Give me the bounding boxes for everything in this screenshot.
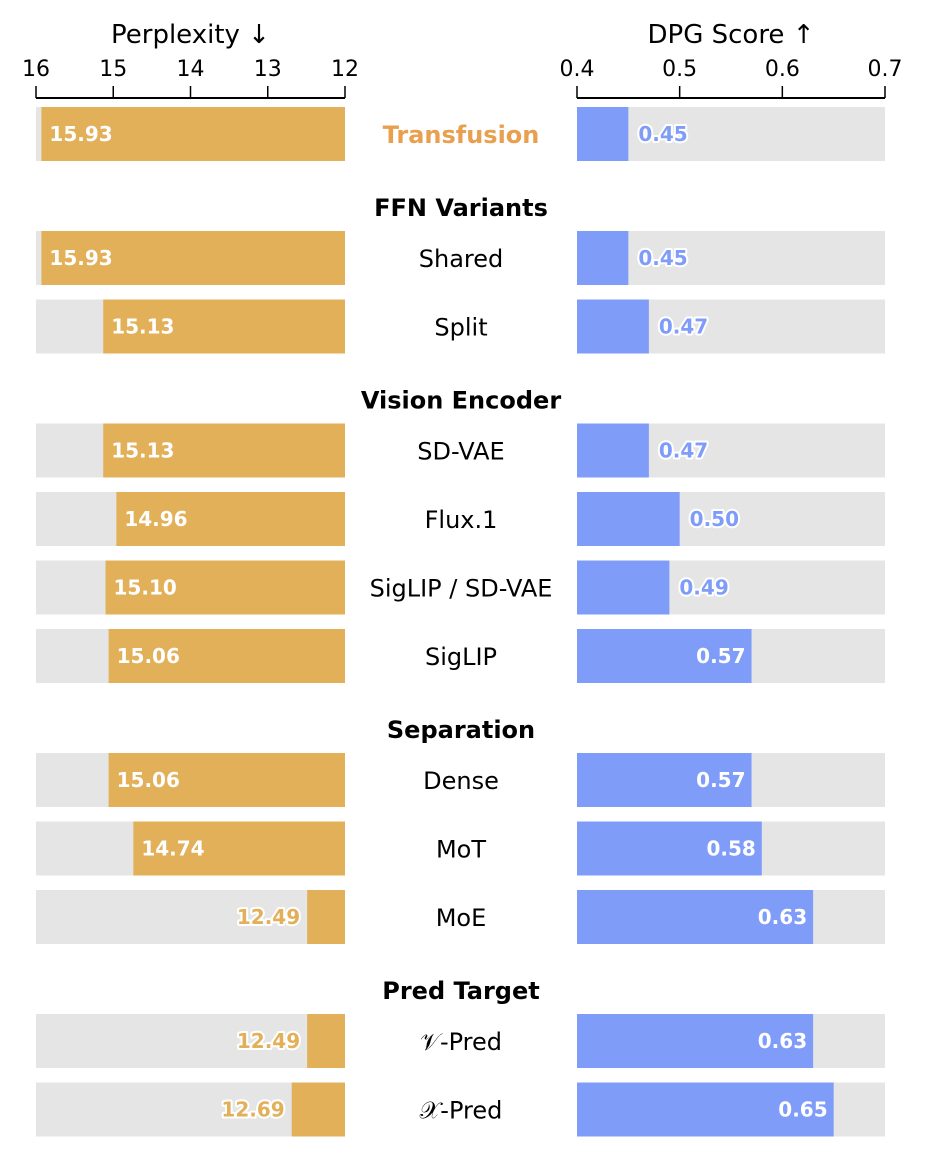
group-header: Vision Encoder [361,387,561,415]
dpg-value: 0.63 [758,905,807,929]
left-tick-label: 15 [99,57,127,82]
dpg-bar [577,821,762,876]
left-tick-label: 13 [254,57,282,82]
perplexity-bar [291,1082,345,1137]
row-label: Flux.1 [425,506,498,534]
perplexity-bar [103,423,346,478]
perplexity-bar [116,492,345,546]
perplexity-value: 12.49 [237,1029,300,1053]
group-header: Separation [387,716,535,744]
right-tick-label: 0.4 [560,57,595,82]
left-axis-title: Perplexity ↓ [111,20,270,50]
perplexity-bar [41,107,345,161]
dpg-value: 0.57 [696,768,745,792]
row-label: SigLIP / SD-VAE [370,575,553,603]
perplexity-value: 15.06 [117,644,180,668]
perplexity-bar [307,890,345,944]
dpg-value: 0.45 [638,246,687,270]
group-header: Pred Target [382,977,539,1005]
dpg-value: 0.49 [679,576,728,600]
perplexity-bar [108,629,346,683]
dpg-value: 0.63 [758,1029,807,1053]
perplexity-value: 14.74 [141,837,204,861]
dpg-value: 0.47 [659,439,708,463]
perplexity-bar [41,231,345,285]
dpg-bar [577,231,629,285]
perplexity-value: 15.10 [114,576,177,600]
perplexity-value: 15.93 [49,122,112,146]
dpg-value: 0.57 [696,644,745,668]
row-label: 𝒳-Pred [420,1097,503,1125]
dpg-value: 0.65 [778,1098,827,1122]
perplexity-bar-bg [36,1014,345,1068]
dpg-value: 0.50 [690,507,739,531]
row-label: Shared [419,245,504,273]
dpg-value: 0.58 [706,837,755,861]
row-label: MoE [436,904,487,932]
left-tick-label: 14 [177,57,205,82]
perplexity-bar [105,560,346,615]
dpg-bar [577,629,752,683]
right-tick-label: 0.7 [868,57,903,82]
group-header: FFN Variants [374,194,548,222]
perplexity-bar [307,1014,345,1068]
dpg-bar [577,492,680,546]
row-label: MoT [436,836,486,864]
perplexity-value: 14.96 [124,507,187,531]
dpg-bar [577,1014,814,1068]
perplexity-value: 12.69 [221,1098,284,1122]
dpg-bar [577,560,670,615]
perplexity-value: 15.13 [111,315,174,339]
dpg-bar [577,423,649,478]
left-tick-label: 12 [331,57,359,82]
dpg-bar [577,753,752,807]
row-label: Split [434,314,487,342]
perplexity-bar [133,821,345,876]
dpg-value: 0.47 [659,315,708,339]
perplexity-bar [108,753,346,807]
row-label: 𝒱-Pred [420,1028,502,1056]
perplexity-value: 12.49 [237,905,300,929]
dpg-bar [577,299,649,354]
left-tick-label: 16 [22,57,50,82]
perplexity-value: 15.93 [49,246,112,270]
dpg-bar [577,1082,834,1137]
row-label: SigLIP [425,643,497,671]
perplexity-value: 15.13 [111,439,174,463]
perplexity-value: 15.06 [117,768,180,792]
row-label: SD-VAE [417,438,504,466]
dpg-bar [577,107,629,161]
right-tick-label: 0.6 [765,57,800,82]
right-tick-label: 0.5 [662,57,697,82]
row-label: Transfusion [383,121,540,149]
dpg-value: 0.45 [638,122,687,146]
perplexity-bar [103,299,346,354]
row-label: Dense [423,767,499,795]
right-axis-title: DPG Score ↑ [648,20,815,50]
dpg-bar [577,890,814,944]
perplexity-bar-bg [36,890,345,944]
